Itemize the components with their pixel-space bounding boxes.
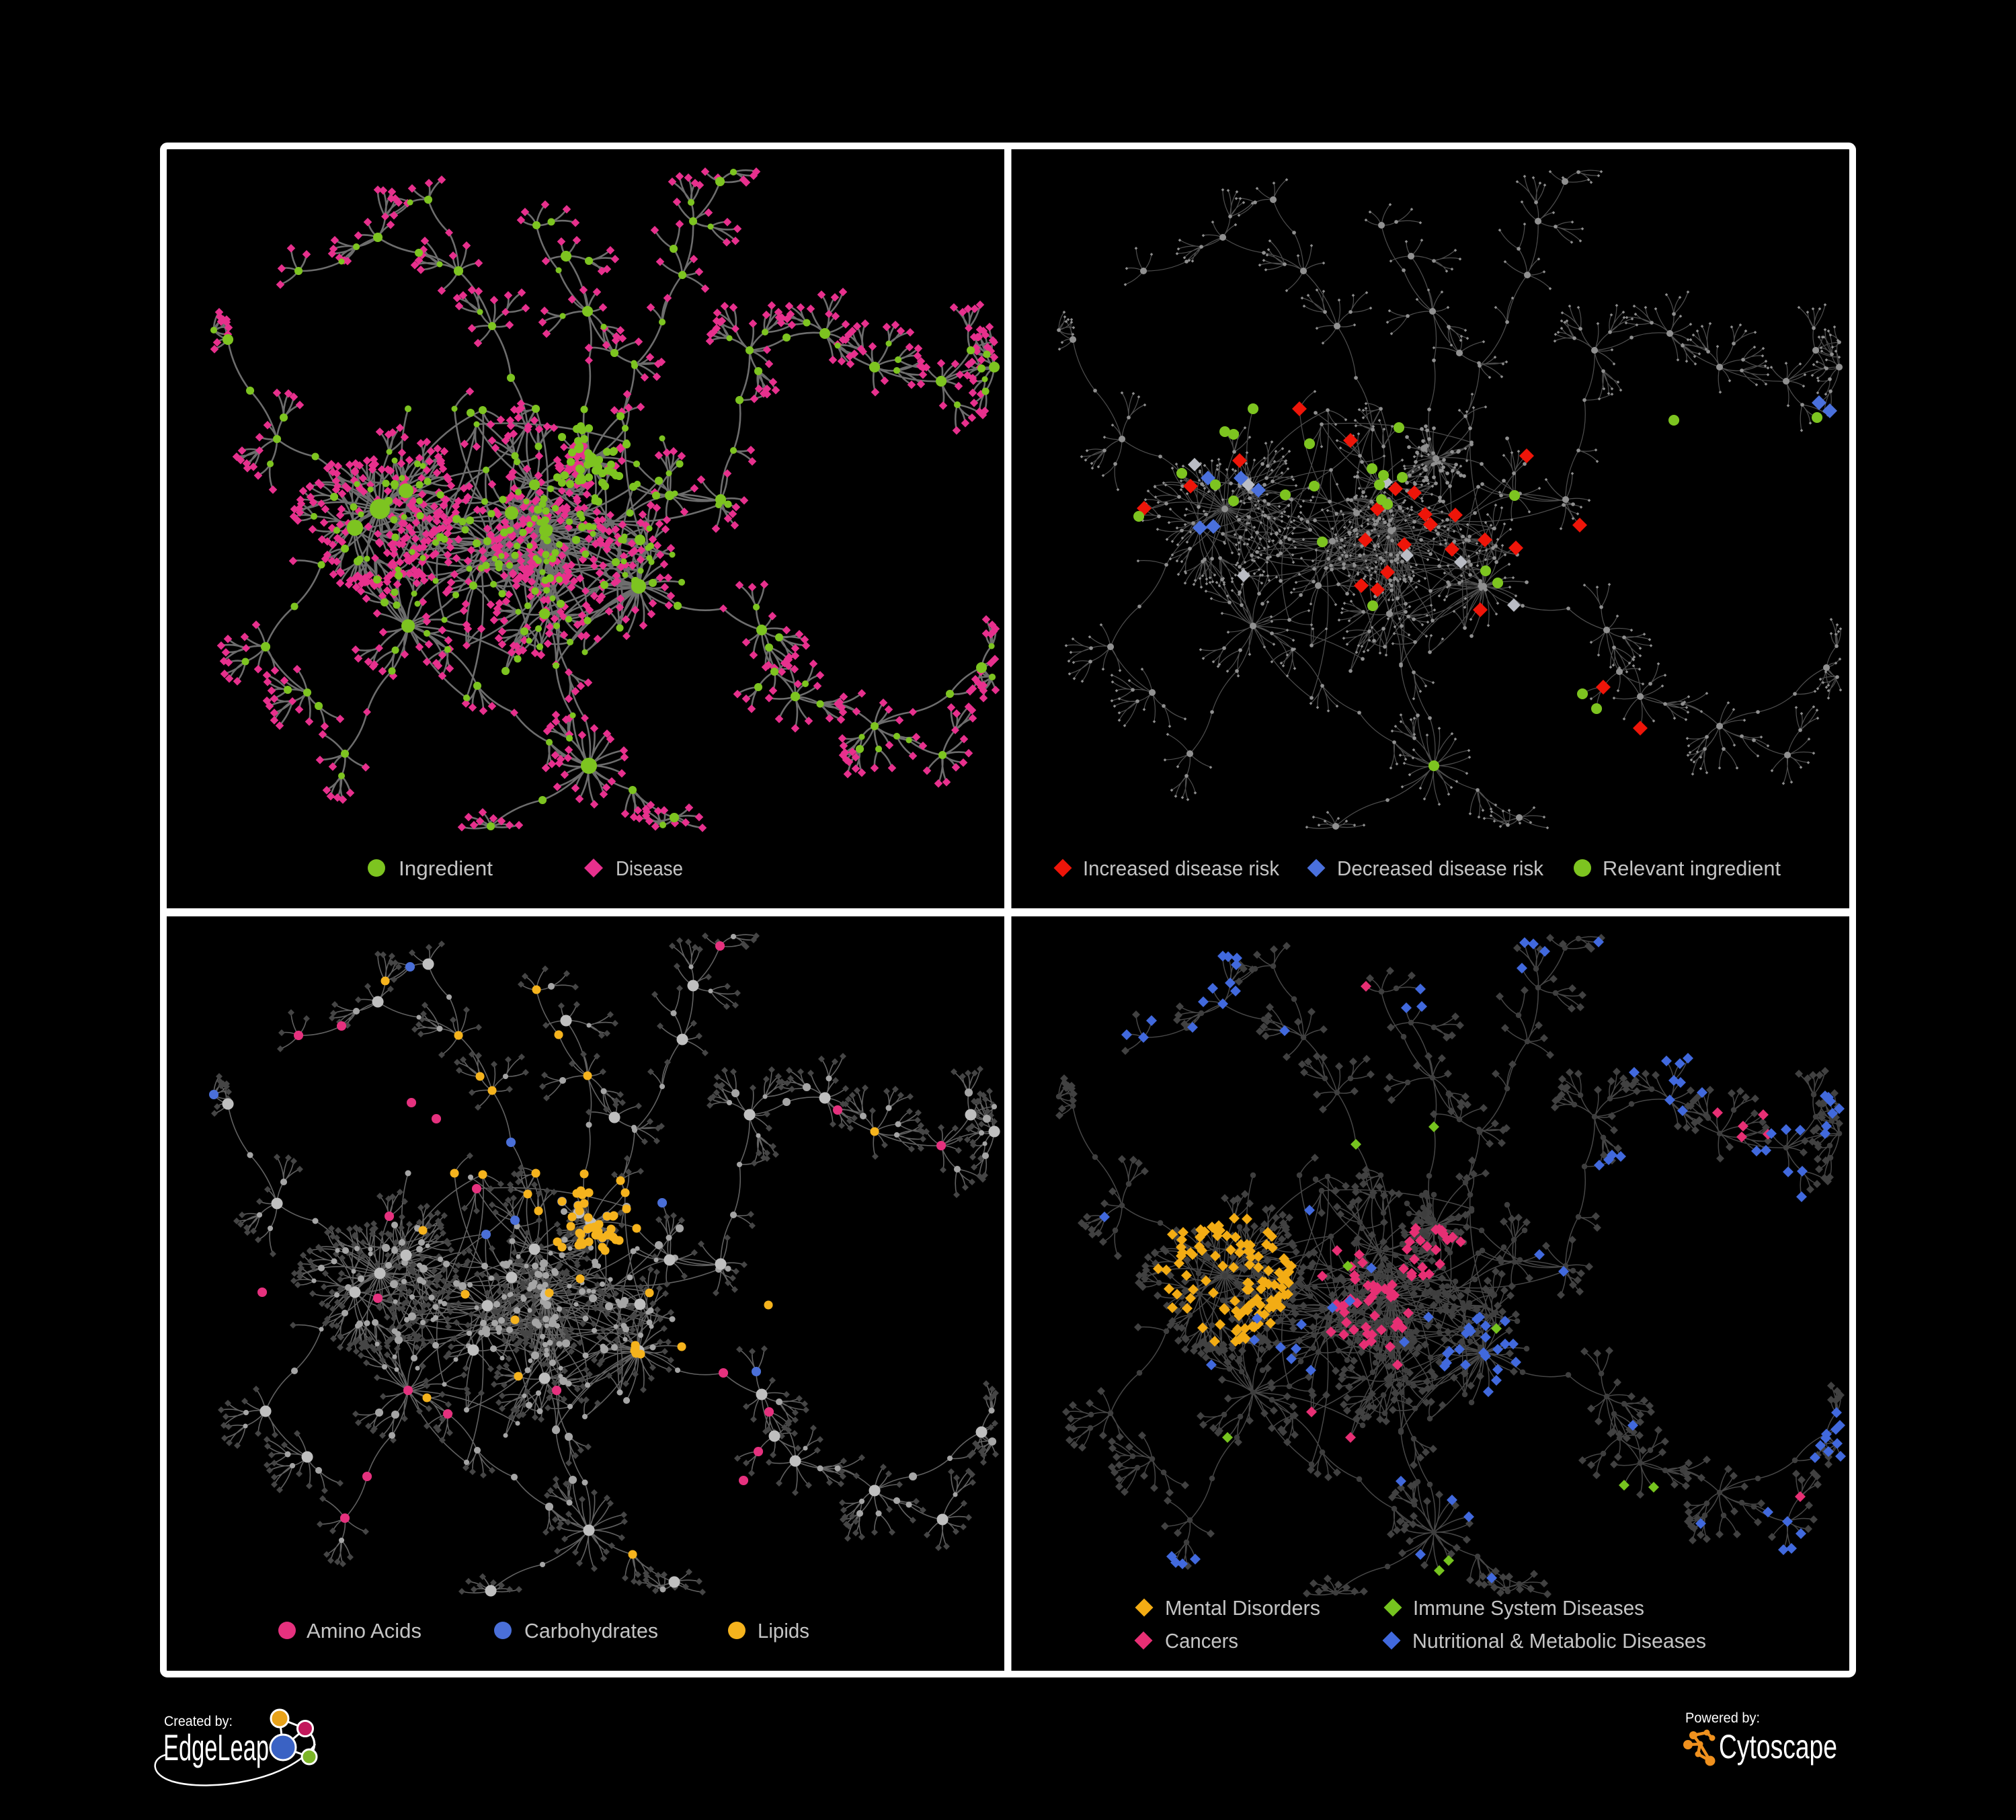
- svg-text:Ingredient: Ingredient: [399, 857, 493, 880]
- svg-text:Lipids: Lipids: [758, 1619, 809, 1643]
- svg-text:Immune System Diseases: Immune System Diseases: [1413, 1596, 1644, 1620]
- svg-text:Relevant ingredient: Relevant ingredient: [1603, 857, 1781, 880]
- svg-text:Mental Disorders: Mental Disorders: [1165, 1596, 1320, 1620]
- svg-text:Decreased disease risk: Decreased disease risk: [1337, 857, 1543, 880]
- svg-text:Carbohydrates: Carbohydrates: [524, 1619, 658, 1643]
- svg-text:Powered by:: Powered by:: [1685, 1710, 1760, 1726]
- svg-text:Cancers: Cancers: [1165, 1629, 1238, 1653]
- svg-text:Created by:: Created by:: [164, 1714, 233, 1729]
- svg-text:Amino Acids: Amino Acids: [307, 1619, 421, 1643]
- svg-text:Cytoscape: Cytoscape: [1719, 1728, 1837, 1766]
- svg-text:EdgeLeap: EdgeLeap: [163, 1727, 269, 1768]
- svg-text:Nutritional & Metabolic Diseas: Nutritional & Metabolic Diseases: [1412, 1629, 1706, 1653]
- svg-text:Disease: Disease: [616, 857, 683, 880]
- svg-text:Increased disease risk: Increased disease risk: [1083, 857, 1279, 880]
